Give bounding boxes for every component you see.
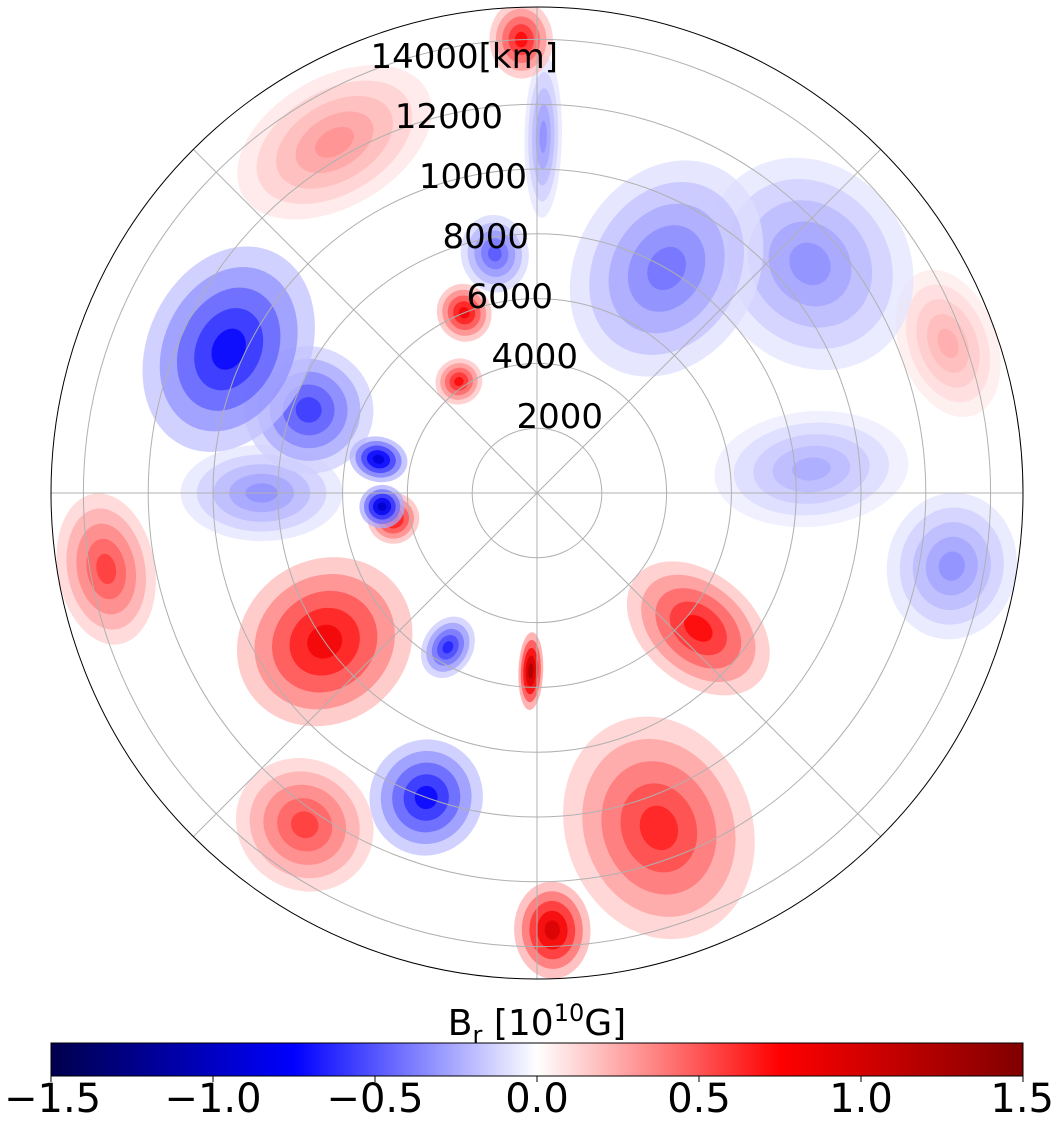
radial-tick-label: 14000[km] (371, 37, 559, 77)
colorbar-tick-label: 0.5 (667, 1076, 731, 1122)
angular-gridline (536, 492, 882, 838)
colorbar-tick-label: −0.5 (326, 1076, 423, 1122)
colorbar-tick-label: 0.0 (505, 1076, 569, 1122)
colorbar-tick-label: −1.0 (164, 1076, 261, 1122)
field-blob-contour (544, 920, 560, 940)
field-blob-contour (684, 615, 713, 642)
field-blob-contour (454, 376, 464, 387)
polar-grid (51, 7, 1023, 979)
colorbar: Br [1010G] −1.5 −1.0 −0.5 0.0 0.5 1.0 1.5 (4, 999, 1054, 1122)
colorbar-tick-label: 1.0 (829, 1076, 893, 1122)
colorbar-ticks: −1.5 −1.0 −0.5 0.0 0.5 1.0 1.5 (4, 1076, 1054, 1122)
field-blob-contour (211, 328, 246, 370)
field-blob-contour (792, 457, 831, 481)
colorbar-title: Br [1010G] (448, 999, 626, 1049)
field-blob-contour (487, 245, 502, 262)
field-blob-contour (639, 805, 679, 851)
field-blob-contour (528, 663, 534, 679)
colorbar-tick-label: 1.5 (990, 1076, 1054, 1122)
radial-tick-label: 10000 (419, 157, 527, 197)
field-blob-contour (937, 328, 959, 359)
field-blob-contour (372, 454, 385, 464)
radial-tick-label: 8000 (442, 217, 529, 257)
field-blob-contour (295, 397, 322, 423)
field-blob-contour (539, 120, 547, 153)
colorbar-tick-label: −1.5 (4, 1076, 101, 1122)
field-blob-contour (789, 242, 831, 286)
field-blob-contour (290, 811, 319, 839)
colorbar-bar (50, 1042, 1024, 1077)
polar-frame (50, 6, 1024, 980)
field-blob-contour (442, 641, 454, 654)
field-blob-contour (938, 551, 965, 581)
radial-tick-label: 2000 (516, 397, 603, 437)
field-blob-contour (96, 553, 117, 585)
radial-tick-label: 4000 (491, 337, 578, 377)
angular-gridline (192, 492, 538, 838)
radial-tick-label: 6000 (466, 277, 553, 317)
angular-gridline (536, 148, 882, 494)
field-blob-contour (315, 126, 354, 158)
polar-plot-area: 2000 4000 6000 8000 10000 12000 14000[km] (50, 6, 1024, 980)
field-blob-contour (377, 502, 387, 511)
radial-tick-label: 12000 (395, 97, 503, 137)
radial-tick-labels: 2000 4000 6000 8000 10000 12000 14000[km] (371, 37, 604, 437)
angular-gridline (192, 148, 538, 494)
